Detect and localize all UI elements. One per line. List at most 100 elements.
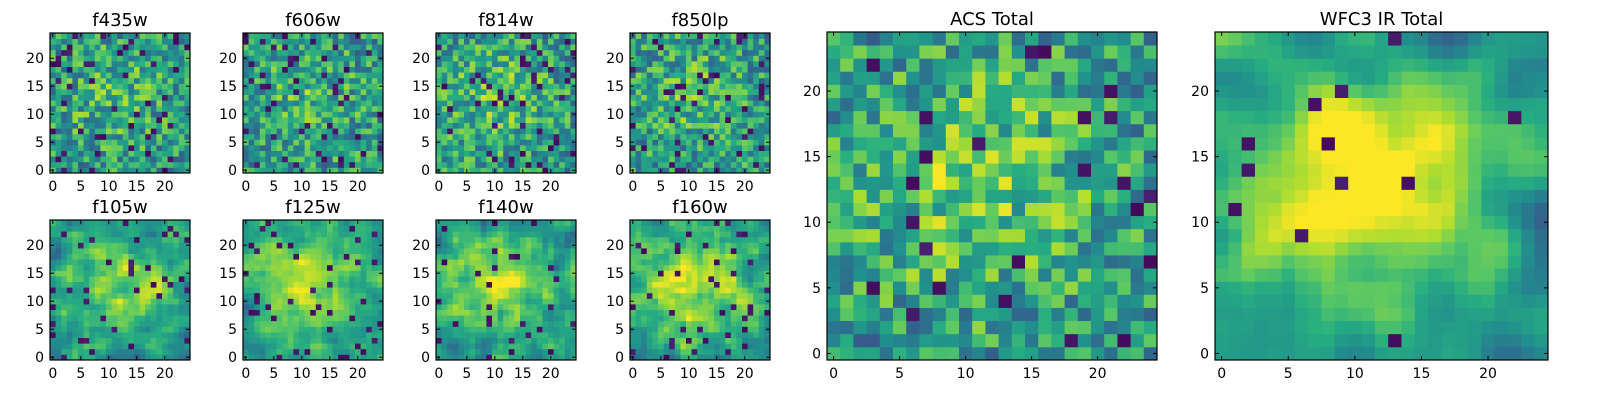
- heatmap-cell: [635, 139, 642, 146]
- heatmap-cell: [94, 315, 101, 322]
- heatmap-cell: [349, 77, 356, 84]
- heatmap-cell: [658, 298, 664, 305]
- heatmap-cell: [714, 55, 720, 62]
- heatmap-cell: [299, 248, 305, 254]
- heatmap-cell: [475, 281, 482, 288]
- heatmap-cell: [508, 259, 515, 266]
- heatmap-cell: [55, 354, 62, 361]
- heatmap-cell: [293, 49, 300, 56]
- heatmap-cell: [753, 94, 760, 101]
- heatmap-cell: [691, 354, 698, 361]
- heatmap-cell: [464, 117, 470, 123]
- heatmap-cell: [559, 49, 566, 56]
- heatmap-cell: [475, 309, 482, 316]
- heatmap-cell: [663, 133, 670, 140]
- heatmap-cell: [276, 320, 283, 327]
- heatmap-cell: [503, 225, 510, 232]
- heatmap-cell: [536, 122, 543, 129]
- heatmap-cell: [343, 225, 350, 232]
- heatmap-cell: [106, 161, 112, 168]
- heatmap-cell: [371, 354, 378, 361]
- heatmap-cell: [641, 309, 648, 316]
- heatmap-cell: [764, 117, 771, 123]
- heatmap-cell: [725, 133, 732, 140]
- heatmap-cell: [742, 49, 748, 56]
- heatmap-cell: [747, 332, 754, 338]
- heatmap-cell: [167, 315, 174, 322]
- heatmap-cell: [349, 309, 356, 316]
- heatmap-cell: [492, 276, 498, 282]
- heatmap-cell: [72, 128, 79, 135]
- heatmap-cell: [360, 150, 367, 157]
- heatmap-cell: [447, 139, 454, 146]
- heatmap-cell: [553, 83, 560, 90]
- heatmap-cell: [66, 292, 73, 299]
- heatmap-cell: [520, 225, 526, 232]
- heatmap-cell: [492, 61, 498, 67]
- heatmap-cell: [173, 326, 180, 333]
- heatmap-cell: [248, 133, 255, 140]
- heatmap-cell: [447, 343, 454, 350]
- heatmap-cell: [162, 276, 168, 282]
- heatmap-cell: [652, 133, 659, 140]
- heatmap-cell: [254, 287, 261, 294]
- heatmap-cell: [508, 320, 515, 327]
- heatmap-cell: [259, 348, 266, 355]
- heatmap-cell: [349, 298, 356, 305]
- heatmap-cell: [243, 281, 249, 288]
- heatmap-cell: [702, 128, 709, 135]
- heatmap-cell: [691, 38, 698, 45]
- heatmap-cell: [464, 304, 470, 310]
- heatmap-cell: [503, 320, 510, 327]
- heatmap-cell: [646, 332, 653, 338]
- heatmap-cell: [134, 38, 140, 45]
- heatmap-cell: [377, 145, 384, 151]
- heatmap-cell: [304, 332, 311, 338]
- heatmap-cell: [646, 309, 653, 316]
- heatmap-cell: [360, 242, 367, 249]
- heatmap-cell: [287, 315, 294, 322]
- heatmap-cell: [66, 332, 73, 338]
- heatmap-cell: [652, 49, 659, 56]
- heatmap-cell: [310, 156, 317, 163]
- heatmap-cell: [503, 105, 510, 112]
- heatmap-cell: [719, 105, 726, 112]
- heatmap-cell: [78, 292, 84, 299]
- heatmap-cell: [658, 276, 664, 282]
- heatmap-cell: [447, 242, 454, 249]
- heatmap-cell: [630, 61, 636, 67]
- heatmap-cell: [349, 304, 356, 310]
- x-tick-label: 5: [462, 366, 471, 382]
- heatmap-cell: [469, 348, 476, 355]
- heatmap-cell: [243, 117, 249, 123]
- heatmap-cell: [299, 161, 305, 168]
- heatmap-cell: [276, 89, 283, 95]
- heatmap-cell: [66, 320, 73, 327]
- heatmap-cell: [691, 94, 698, 101]
- heatmap-cell: [287, 128, 294, 135]
- heatmap-cell: [708, 156, 715, 163]
- heatmap-cell: [332, 133, 339, 140]
- y-tick-label: 0: [615, 163, 624, 179]
- heatmap-cell: [55, 304, 62, 310]
- heatmap-cell: [66, 145, 73, 151]
- heatmap-cell: [553, 320, 560, 327]
- heatmap-cell: [658, 66, 664, 73]
- heatmap-cell: [310, 61, 317, 67]
- heatmap-cell: [570, 225, 577, 232]
- heatmap-cell: [293, 231, 300, 238]
- heatmap-cell: [725, 55, 732, 62]
- heatmap-cell: [332, 161, 339, 168]
- heatmap-cell: [332, 309, 339, 316]
- heatmap-cell: [78, 145, 84, 151]
- heatmap-cell: [178, 77, 185, 84]
- heatmap-cell: [652, 55, 659, 62]
- heatmap-cell: [691, 139, 698, 146]
- y-tick-label: 20: [26, 51, 44, 67]
- heatmap-cell: [680, 72, 687, 79]
- heatmap-cell: [134, 77, 140, 84]
- heatmap-cell: [753, 89, 760, 95]
- heatmap-cell: [514, 161, 521, 168]
- heatmap-cell: [542, 337, 549, 344]
- heatmap-cell: [742, 337, 748, 344]
